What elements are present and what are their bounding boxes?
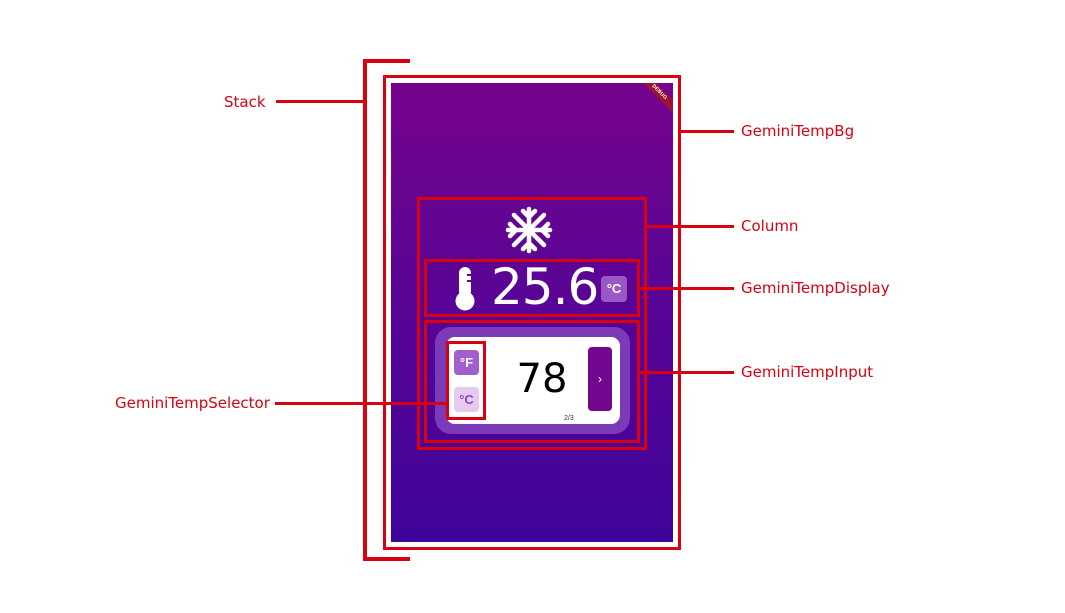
temp-input-value[interactable]: 78 <box>516 356 568 402</box>
column-label: Column <box>741 217 799 235</box>
gemini-temp-bg-frame <box>383 75 681 550</box>
temp-display-frame <box>424 259 640 317</box>
temp-input-card: °F °C 78 › 2/3 <box>446 337 620 424</box>
temperature-readout: 25.6 <box>491 258 599 316</box>
column-leader-line <box>647 225 734 228</box>
stack-label: Stack <box>224 93 266 111</box>
bg-label: GeminiTempBg <box>741 122 855 140</box>
celsius-button[interactable]: °C <box>454 387 479 412</box>
input-leader-line <box>640 371 734 374</box>
input-label: GeminiTempInput <box>741 363 874 381</box>
display-label: GeminiTempDisplay <box>741 279 890 297</box>
app-screen: DEBUG 25.6 °C °F °C 78 › 2/3 <box>391 83 673 542</box>
unit-badge: °C <box>601 276 627 302</box>
debug-banner: DEBUG <box>634 83 673 117</box>
next-button[interactable]: › <box>588 347 612 411</box>
selector-label: GeminiTempSelector <box>115 394 270 412</box>
snowflake-icon <box>505 206 553 254</box>
temp-input-panel: °F °C 78 › 2/3 <box>435 327 630 434</box>
stack-leader-line <box>276 100 364 103</box>
thermometer-icon <box>455 267 475 311</box>
temp-selector-frame <box>446 341 486 420</box>
fahrenheit-button[interactable]: °F <box>454 350 479 375</box>
stack-bracket-top <box>363 59 410 63</box>
temp-input-frame <box>424 320 640 443</box>
column-frame <box>417 197 647 450</box>
selector-leader-line <box>275 402 447 405</box>
stack-bracket-vertical <box>363 59 367 561</box>
page-indicator: 2/3 <box>564 415 574 422</box>
stack-bracket-bottom <box>363 557 410 561</box>
display-leader-line <box>640 287 734 290</box>
bg-leader-line <box>681 130 734 133</box>
